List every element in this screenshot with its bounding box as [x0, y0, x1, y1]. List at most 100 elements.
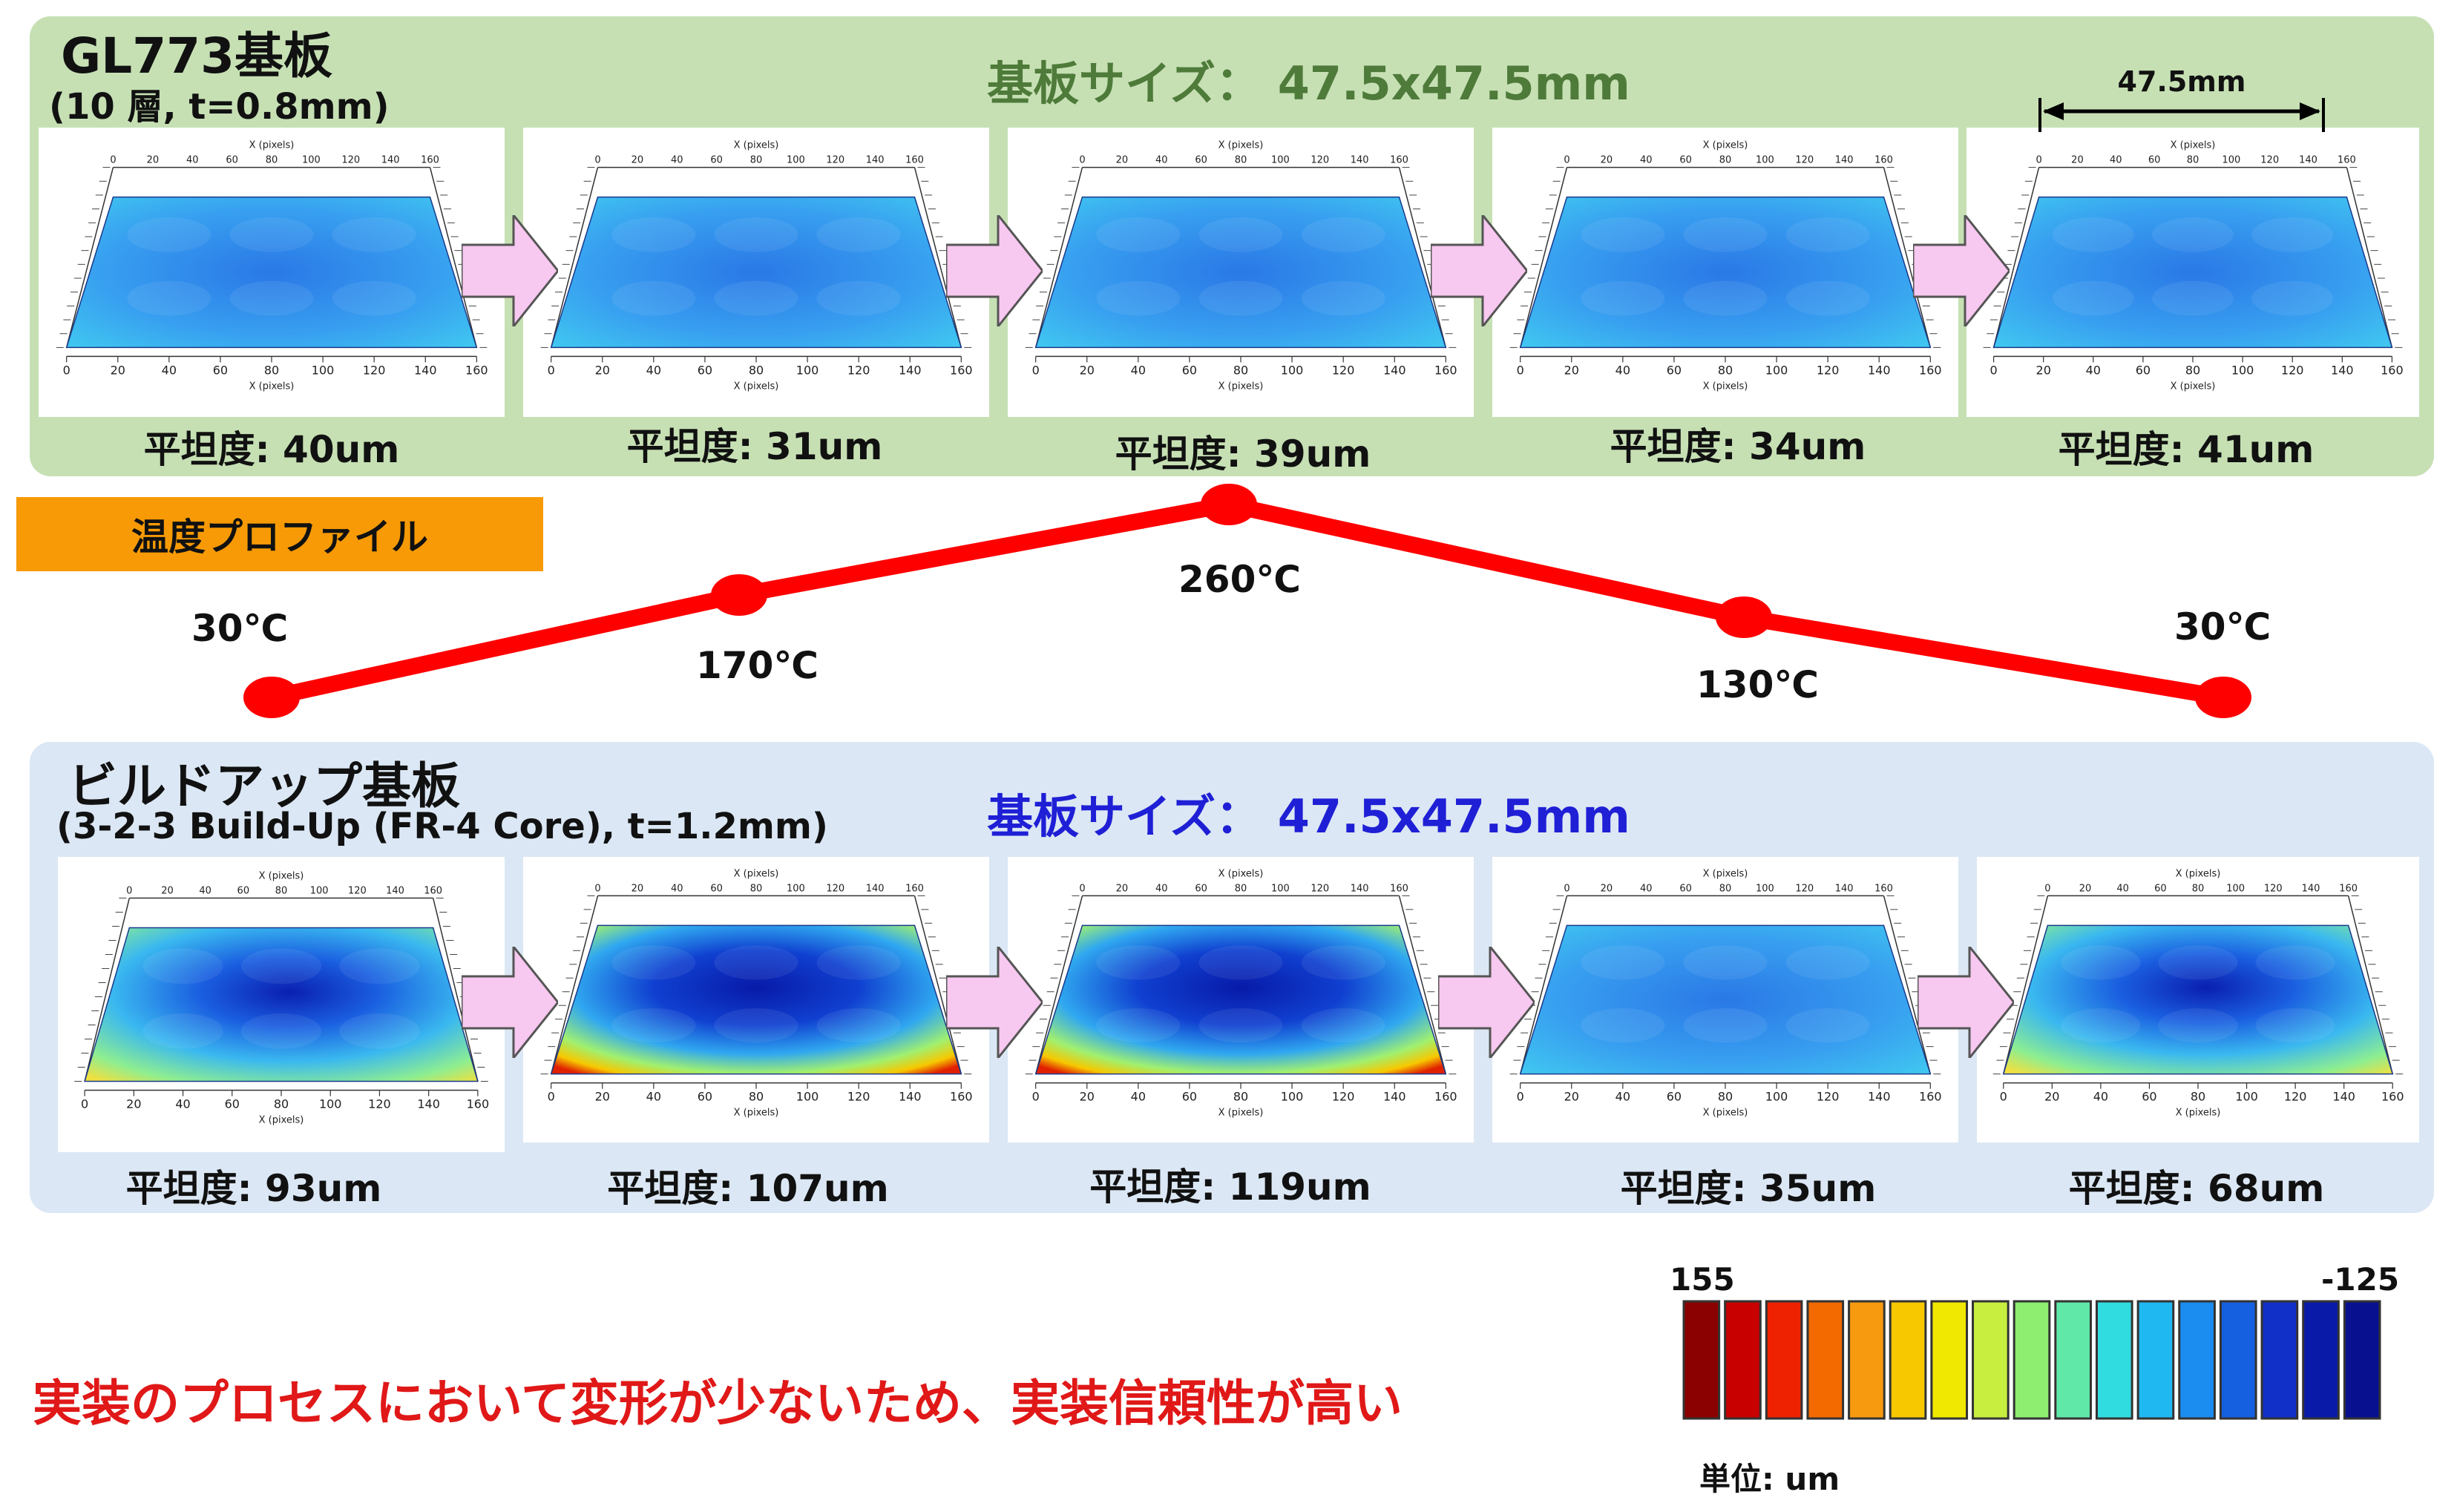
arrow-right-icon: [462, 215, 558, 326]
axis-tick-label: 60: [2142, 1090, 2156, 1104]
colorbar-swatch: [1806, 1300, 1845, 1420]
axis-tick-label: 60: [1182, 363, 1197, 377]
axis-tick-label: 60: [710, 883, 723, 894]
axis-tick-label: 80: [1233, 1090, 1248, 1104]
axis-tick-label: 120: [1310, 155, 1329, 166]
axis-tick-label: 120: [368, 1097, 391, 1111]
surface-map: [2002, 924, 2394, 1075]
axis-tick-label: 40: [671, 155, 683, 166]
axis-tick-label: 20: [2071, 155, 2084, 166]
axis-tick-label: 60: [1667, 363, 1682, 377]
gl773-flatness-5: 平坦度: 41um: [2058, 428, 2315, 471]
axis-title: X (pixels): [249, 140, 295, 151]
axis-title: X (pixels): [734, 868, 779, 879]
temp-point: [2195, 677, 2251, 718]
axis-tick-label: 20: [2044, 1090, 2059, 1104]
axis-tick-label: 20: [595, 1090, 610, 1104]
axis-tick-label: 120: [363, 363, 386, 377]
axis-tick-label: 140: [1835, 155, 1854, 166]
axis-tick-label: 140: [381, 155, 400, 166]
axis-tick-label: 120: [1817, 1090, 1840, 1104]
axis-title: X (pixels): [259, 871, 304, 882]
axis-tick-label: 60: [226, 155, 238, 166]
temperature-profile-line: [243, 484, 2251, 718]
colorbar-swatch: [2343, 1300, 2381, 1420]
axis-tick-label: 40: [162, 363, 177, 377]
colorbar-swatch: [2260, 1300, 2299, 1420]
colorbar: [1682, 1300, 2381, 1420]
axis-tick-label: 120: [1332, 363, 1355, 377]
buildup-flatness-1: 平坦度: 93um: [125, 1167, 382, 1210]
colorbar-swatch: [1848, 1300, 1886, 1420]
dimension-label: 47.5mm: [2117, 65, 2246, 98]
axis-tick-label: 80: [750, 155, 763, 166]
colorbar-swatch: [2136, 1300, 2175, 1420]
axis-tick-label: 120: [2260, 155, 2279, 166]
colorbar-max-label: 155: [1670, 1261, 1735, 1298]
axis-tick-label: 40: [2116, 883, 2129, 894]
axis-tick-label: 20: [111, 363, 125, 377]
temp-point: [1716, 596, 1772, 638]
temp-label-2: 170℃: [696, 644, 819, 687]
axis-tick-label: 140: [1383, 1090, 1406, 1104]
unit-label: 単位: um: [1699, 1461, 1840, 1497]
colorbar-swatch: [2302, 1300, 2340, 1420]
axis-tick-label: 20: [595, 363, 610, 377]
axis-tick-label: 0: [126, 886, 132, 897]
axis-tick-label: 80: [275, 886, 288, 897]
axis-tick-label: 120: [2281, 363, 2304, 377]
buildup-plot-5: 0 0 20 20 40 40 60 60 80 80 100 100 120 120 140 140 160 1…: [1977, 857, 2419, 1143]
axis-tick-label: 20: [1116, 155, 1129, 166]
axis-tick-label: 20: [161, 886, 174, 897]
axis-tick-label: 20: [1564, 1090, 1579, 1104]
axis-tick-label: 60: [1195, 155, 1207, 166]
buildup-flatness-2: 平坦度: 107um: [607, 1167, 889, 1210]
axis-tick-label: 0: [1990, 363, 1998, 377]
axis-tick-label: 100: [796, 1090, 819, 1104]
axis-tick-label: 20: [1601, 883, 1613, 894]
axis-tick-label: 100: [319, 1097, 342, 1111]
arrow-right-icon: [1913, 215, 2010, 326]
axis-tick-label: 80: [2185, 363, 2200, 377]
axis-tick-label: 60: [1667, 1090, 1682, 1104]
axis-tick-label: 100: [1765, 363, 1788, 377]
axis-tick-label: 140: [1868, 363, 1891, 377]
axis-tick-label: 100: [2226, 883, 2245, 894]
gl773-plot-5: 0 0 20 20 40 40 60 60 80 80 100 100 120 120 140 140 160 1…: [1966, 128, 2419, 417]
axis-title: X (pixels): [2176, 868, 2221, 879]
axis-tick-label: 40: [671, 883, 683, 894]
axis-tick-label: 120: [826, 883, 844, 894]
axis-tick-label: 60: [225, 1097, 240, 1111]
axis-tick-label: 80: [1235, 883, 1247, 894]
axis-tick-label: 40: [1640, 883, 1653, 894]
axis-tick-label: 60: [1679, 155, 1692, 166]
axis-title: X (pixels): [259, 1114, 304, 1125]
axis-tick-label: 100: [1765, 1090, 1788, 1104]
gl773-plot-1: 0 0 20 20 40 40 60 60 80 80 100 100 120 120 140 140 160 1…: [39, 128, 505, 417]
axis-tick-label: 140: [899, 363, 922, 377]
dimension-annotation: 47.5mm: [2037, 65, 2326, 132]
axis-tick-label: 120: [348, 886, 367, 897]
buildup-plot-4: 0 0 20 20 40 40 60 60 80 80 100 100 120 120 140 140 160 1…: [1492, 857, 1958, 1143]
axis-title: X (pixels): [1703, 1108, 1748, 1119]
axis-tick-label: 100: [1271, 883, 1290, 894]
surface-map: [1519, 196, 1932, 349]
axis-tick-label: 20: [2036, 363, 2051, 377]
axis-title: X (pixels): [1218, 1108, 1264, 1119]
axis-tick-label: 80: [2192, 883, 2205, 894]
axis-tick-label: 120: [1795, 155, 1814, 166]
axis-tick-label: 40: [646, 363, 661, 377]
axis-tick-label: 160: [421, 155, 439, 166]
axis-tick-label: 160: [467, 1097, 490, 1111]
temp-label-5: 30℃: [2174, 605, 2271, 648]
temp-label-1: 30℃: [191, 607, 289, 650]
axis-tick-label: 140: [417, 1097, 440, 1111]
axis-tick-label: 0: [1079, 155, 1085, 166]
axis-tick-label: 20: [1601, 155, 1613, 166]
axis-tick-label: 100: [1756, 155, 1774, 166]
axis-title: X (pixels): [2171, 381, 2216, 392]
axis-tick-label: 100: [312, 363, 335, 377]
gl773-plot-2: 0 0 20 20 40 40 60 60 80 80 100 100 120 120 140 140 160 1…: [523, 128, 989, 417]
axis-tick-label: 0: [1032, 1090, 1040, 1104]
axis-tick-label: 100: [2222, 155, 2240, 166]
